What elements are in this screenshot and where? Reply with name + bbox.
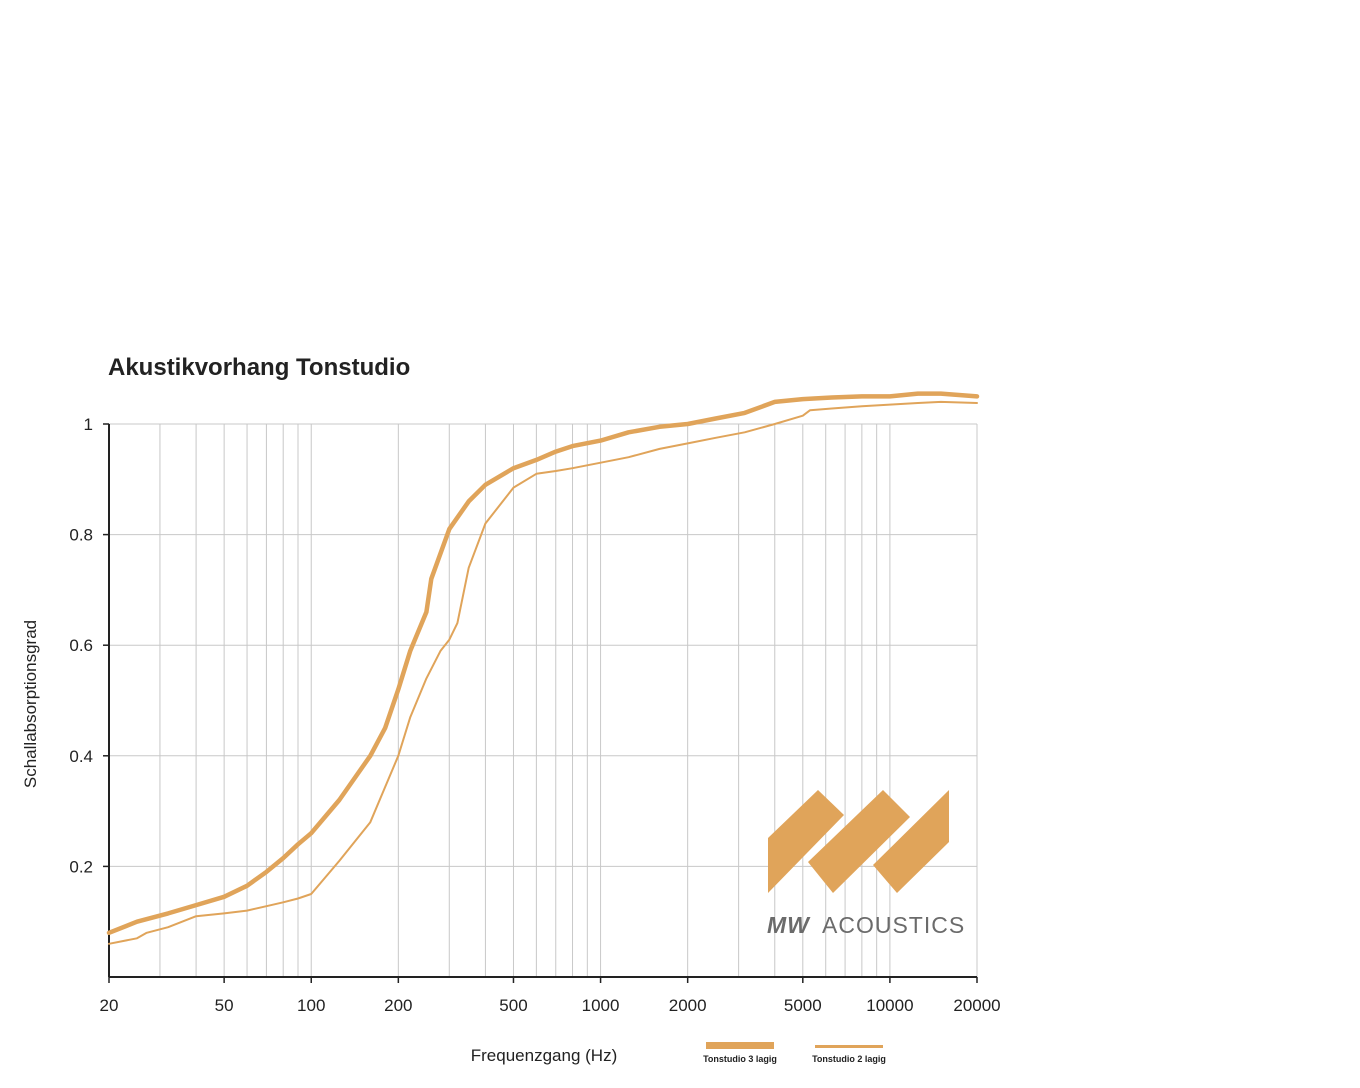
x-tick-label: 5000	[784, 996, 822, 1015]
y-tick-label: 0.4	[69, 747, 93, 766]
x-tick-label: 2000	[669, 996, 707, 1015]
x-tick-label: 200	[384, 996, 412, 1015]
x-tick-label: 10000	[866, 996, 913, 1015]
legend-swatch-3-lagig	[706, 1042, 774, 1049]
series-line-3-lagig	[106, 391, 980, 936]
tick-labels: 20 50 100 200 500 1000 2000 5000 10000 20000 0.2 0.…	[69, 415, 1000, 1015]
y-axis-label: Schallabsorptionsgrad	[21, 620, 40, 788]
y-tick-label: 0.8	[69, 526, 93, 545]
mw-acoustics-logo: MW ACOUSTICS	[767, 790, 965, 938]
logo-stripe-2	[808, 790, 910, 893]
legend-label-2-lagig: Tonstudio 2 lagig	[812, 1054, 886, 1064]
series-line-2-lagig	[108, 400, 978, 945]
x-axis-label: Frequenzgang (Hz)	[471, 1046, 617, 1065]
axes	[108, 424, 977, 978]
x-tick-label: 20000	[953, 996, 1000, 1015]
x-tick-label: 500	[499, 996, 527, 1015]
x-tick-label: 1000	[582, 996, 620, 1015]
logo-stripe-1	[768, 790, 844, 893]
chart-title: Akustikvorhang Tonstudio	[108, 354, 411, 381]
x-tick-label: 20	[100, 996, 119, 1015]
logo-stripe-3	[873, 790, 949, 893]
x-tick-label: 50	[215, 996, 234, 1015]
legend-label-3-lagig: Tonstudio 3 lagig	[703, 1054, 777, 1064]
grid	[108, 423, 978, 977]
x-tick-label: 100	[297, 996, 325, 1015]
y-tick-label: 1	[84, 415, 93, 434]
logo-text-bold: MW	[767, 912, 811, 938]
y-tick-label: 0.2	[69, 857, 93, 876]
legend: Tonstudio 3 lagig Tonstudio 2 lagig	[703, 1042, 886, 1064]
y-tick-label: 0.6	[69, 636, 93, 655]
logo-text-regular: ACOUSTICS	[822, 912, 965, 938]
series-lines	[106, 391, 980, 945]
legend-swatch-2-lagig	[815, 1045, 883, 1048]
logo-text: MW ACOUSTICS	[767, 912, 965, 938]
